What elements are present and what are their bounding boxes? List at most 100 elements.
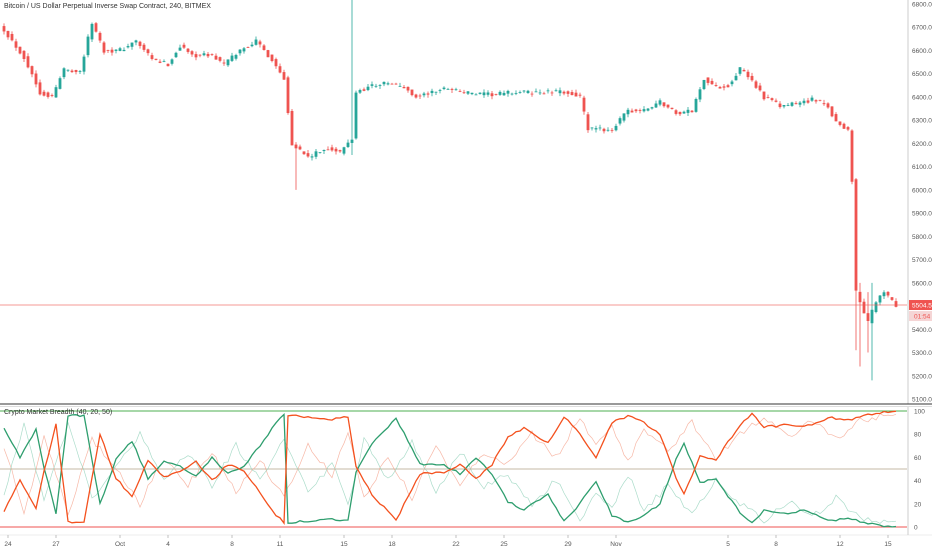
candle-body [466, 91, 470, 94]
candle-body [234, 54, 238, 59]
last-price-line: 5504.5 01:54 [0, 300, 932, 322]
time-tick-label: Nov [610, 541, 622, 548]
candle-body [34, 73, 38, 85]
candle-body [102, 42, 106, 53]
candle-body [454, 89, 458, 91]
candle-body [194, 54, 198, 58]
candle-body [630, 110, 634, 113]
countdown-label: 01:54 [914, 314, 931, 321]
candle-body [82, 56, 86, 72]
candle-body [378, 85, 382, 86]
price-tick-label: 6500.0 [912, 71, 932, 78]
candle-body [654, 103, 658, 108]
candle-body [482, 92, 486, 96]
candle-body [354, 92, 358, 139]
candle-body [242, 48, 246, 52]
last-price-label: 5504.5 [912, 303, 932, 310]
candle-body [38, 82, 42, 95]
candle-body [890, 297, 894, 300]
candle-body [398, 85, 402, 87]
candle-body [698, 89, 702, 100]
candle-body [230, 55, 234, 61]
candle-body [786, 105, 790, 106]
chart-title: Bitcoin / US Dollar Perpetual Inverse Sw… [4, 3, 211, 10]
candle-body [358, 90, 362, 93]
candle-body [370, 84, 374, 86]
candle-body [382, 81, 386, 85]
candle-body [886, 291, 890, 296]
candle-body [810, 97, 814, 101]
candle-body [790, 102, 794, 106]
candle-body [418, 95, 422, 97]
candle-body [10, 33, 14, 41]
candle-body [250, 44, 254, 47]
indicator-tick-label: 60 [914, 455, 922, 462]
candle-body [142, 44, 146, 50]
indicator-axis[interactable]: 0 20 40 60 80 100 [907, 407, 925, 535]
candle-body [626, 109, 630, 115]
candle-body [434, 91, 438, 93]
candle-body [838, 121, 842, 125]
candle-body [638, 110, 642, 111]
candle-body [722, 86, 726, 88]
candle-body [58, 78, 62, 89]
indicator-tick-label: 0 [914, 525, 918, 532]
candle-body [846, 127, 850, 130]
candle-body [18, 46, 22, 54]
candle-body [282, 72, 286, 80]
candle-body [862, 301, 866, 314]
candle-body [802, 100, 806, 104]
candle-body [302, 151, 306, 155]
candle-body [90, 23, 94, 40]
candle-body [394, 83, 398, 85]
candle-body [46, 92, 50, 97]
candle-body [878, 295, 882, 303]
candle-body [738, 67, 742, 74]
candle-body [730, 81, 734, 85]
candle-body [446, 88, 450, 90]
price-axis[interactable]: 5100.05200.05300.05400.05500.05600.05700… [907, 0, 932, 404]
candle-body [614, 125, 618, 131]
candle-body [110, 49, 114, 53]
candle-body [174, 52, 178, 58]
candle-body [426, 93, 430, 95]
candle-body [298, 146, 302, 150]
candle-body [114, 49, 118, 51]
candle-body [706, 77, 710, 83]
candle-body [858, 291, 862, 303]
price-tick-label: 5400.0 [912, 327, 932, 334]
candle-body [470, 92, 474, 95]
candle-body [218, 57, 222, 61]
candle-body [854, 179, 858, 291]
price-tick-label: 6300.0 [912, 118, 932, 125]
candle-body [490, 93, 494, 97]
candle-body [510, 93, 514, 95]
candle-body [86, 36, 90, 56]
candle-body [14, 41, 18, 48]
indicator-title[interactable]: Crypto Market Breadth (40, 20, 50) [4, 409, 113, 416]
time-tick-label: 8 [230, 541, 234, 548]
candle-body [822, 103, 826, 105]
candle-body [474, 94, 478, 96]
candle-body [238, 49, 242, 54]
candle-body [246, 47, 250, 48]
candle-body [294, 144, 298, 149]
candle-body [690, 110, 694, 113]
candle-body [314, 151, 318, 157]
time-axis[interactable]: 24 27 Oct 4 8 11 15 18 22 25 29 Nov 5 8 12 15 [4, 535, 892, 548]
candle-body [330, 147, 334, 151]
candle-body [262, 45, 266, 50]
candle-body [750, 75, 754, 81]
price-tick-label: 6600.0 [912, 48, 932, 55]
candle-body [754, 81, 758, 88]
candle-body [306, 153, 310, 157]
candle-body [290, 110, 294, 146]
candle-body [714, 85, 718, 86]
candle-body [546, 90, 550, 92]
candle-body [26, 56, 30, 68]
candle-body [762, 91, 766, 100]
candle-body [54, 87, 58, 98]
indicator-tick-label: 100 [914, 409, 925, 416]
